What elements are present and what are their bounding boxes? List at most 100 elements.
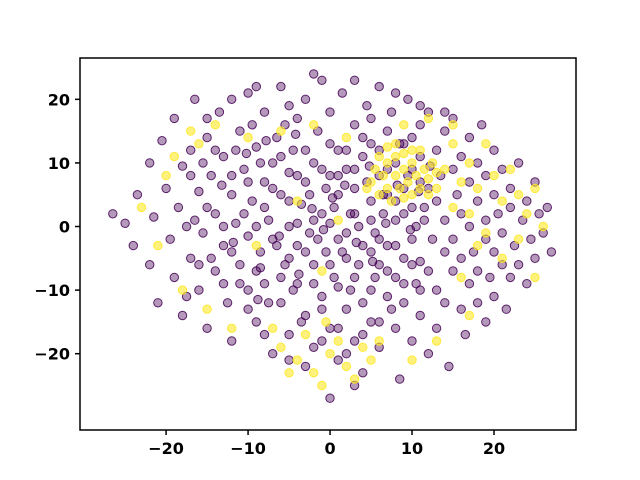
data-point-cluster-purple — [456, 253, 466, 263]
data-point-cluster-purple — [349, 209, 360, 219]
data-point-cluster-purple — [313, 234, 323, 244]
data-point-cluster-purple — [415, 256, 425, 267]
data-point-cluster-yellow — [497, 196, 507, 206]
data-point-cluster-purple — [415, 310, 425, 321]
data-point-cluster-purple — [477, 120, 487, 130]
data-point-cluster-purple — [202, 323, 212, 333]
data-point-cluster-yellow — [366, 355, 376, 365]
data-point-cluster-purple — [337, 88, 347, 98]
data-point-cluster-purple — [349, 164, 360, 175]
data-point-cluster-yellow — [395, 183, 405, 194]
data-point-cluster-purple — [481, 317, 491, 327]
data-point-cluster-purple — [464, 132, 475, 143]
data-point-cluster-purple — [145, 260, 155, 270]
data-point-cluster-purple — [217, 180, 227, 190]
data-point-cluster-yellow — [374, 336, 384, 346]
data-point-cluster-purple — [472, 298, 483, 308]
data-point-cluster-purple — [251, 317, 261, 327]
data-point-cluster-purple — [190, 215, 200, 225]
data-point-cluster-purple — [206, 170, 216, 181]
data-point-cluster-purple — [321, 183, 331, 194]
data-point-cluster-purple — [472, 196, 483, 206]
data-point-cluster-purple — [288, 285, 298, 295]
data-point-cluster-purple — [423, 349, 434, 359]
data-point-cluster-purple — [452, 190, 462, 200]
data-point-cluster-purple — [366, 247, 376, 257]
data-point-cluster-yellow — [374, 190, 384, 200]
data-point-cluster-purple — [218, 240, 229, 251]
data-point-cluster-yellow — [448, 139, 458, 149]
data-point-cluster-purple — [390, 88, 401, 98]
data-point-cluster-purple — [366, 196, 376, 206]
data-point-cluster-purple — [329, 202, 339, 213]
data-point-cluster-yellow — [403, 177, 413, 187]
data-point-cluster-purple — [202, 132, 212, 143]
data-point-cluster-purple — [304, 190, 315, 200]
data-point-cluster-purple — [403, 94, 413, 105]
data-point-cluster-purple — [349, 336, 360, 346]
data-point-cluster-purple — [366, 285, 376, 295]
data-point-cluster-purple — [259, 202, 270, 213]
data-point-cluster-purple — [276, 81, 286, 92]
data-point-cluster-purple — [407, 132, 417, 143]
data-point-cluster-purple — [349, 183, 360, 194]
data-point-cluster-purple — [284, 196, 294, 206]
data-point-cluster-purple — [243, 285, 253, 295]
data-point-cluster-purple — [456, 151, 466, 162]
data-point-cluster-purple — [381, 218, 391, 229]
data-point-cluster-purple — [198, 158, 208, 168]
data-point-cluster-yellow — [390, 151, 401, 162]
data-point-cluster-purple — [300, 177, 311, 187]
data-point-cluster-purple — [198, 228, 208, 238]
data-point-cluster-purple — [542, 202, 552, 213]
data-point-cluster-yellow — [411, 170, 421, 181]
data-point-cluster-purple — [358, 329, 368, 340]
data-point-cluster-purple — [161, 183, 171, 194]
data-point-cluster-purple — [317, 336, 327, 346]
data-point-cluster-purple — [243, 304, 253, 314]
data-point-cluster-yellow — [284, 368, 294, 378]
data-point-cluster-purple — [382, 266, 393, 276]
data-point-cluster-purple — [431, 145, 442, 155]
data-point-cluster-purple — [354, 260, 364, 270]
data-point-cluster-purple — [407, 336, 417, 346]
data-point-cluster-purple — [263, 298, 274, 308]
data-point-cluster-purple — [333, 355, 343, 365]
axes-spines — [79, 57, 577, 431]
data-point-cluster-purple — [341, 349, 352, 359]
data-point-cluster-purple — [325, 260, 335, 270]
data-point-cluster-purple — [493, 209, 503, 219]
data-point-cluster-yellow — [399, 193, 409, 203]
data-point-cluster-purple — [157, 136, 167, 146]
data-point-cluster-purple — [448, 164, 458, 175]
data-point-cluster-yellow — [309, 120, 319, 130]
data-point-cluster-yellow — [227, 323, 237, 333]
data-point-cluster-purple — [284, 221, 294, 232]
x-tick-label: −20 — [148, 439, 184, 458]
data-point-cluster-purple — [284, 167, 294, 178]
data-point-cluster-purple — [309, 215, 319, 225]
data-point-cluster-yellow — [309, 368, 319, 378]
data-point-cluster-purple — [522, 279, 532, 289]
data-point-cluster-purple — [464, 221, 475, 232]
data-point-cluster-purple — [120, 218, 130, 229]
data-point-cluster-yellow — [194, 139, 204, 149]
data-point-cluster-purple — [526, 234, 536, 244]
data-point-cluster-purple — [243, 231, 253, 241]
data-point-cluster-purple — [423, 266, 434, 276]
data-point-cluster-purple — [481, 170, 491, 181]
data-point-cluster-yellow — [456, 177, 466, 187]
data-point-cluster-yellow — [382, 142, 393, 152]
data-point-cluster-purple — [241, 148, 252, 159]
data-point-cluster-yellow — [399, 148, 409, 159]
data-point-cluster-purple — [325, 170, 335, 181]
data-point-cluster-purple — [341, 304, 352, 314]
data-point-cluster-yellow — [415, 145, 425, 155]
data-point-cluster-purple — [202, 113, 212, 124]
data-point-cluster-yellow — [325, 349, 335, 359]
data-point-cluster-purple — [368, 256, 378, 267]
data-point-cluster-purple — [309, 260, 319, 270]
data-point-cluster-purple — [440, 126, 450, 136]
data-point-cluster-purple — [329, 272, 339, 283]
data-point-cluster-purple — [366, 139, 376, 149]
